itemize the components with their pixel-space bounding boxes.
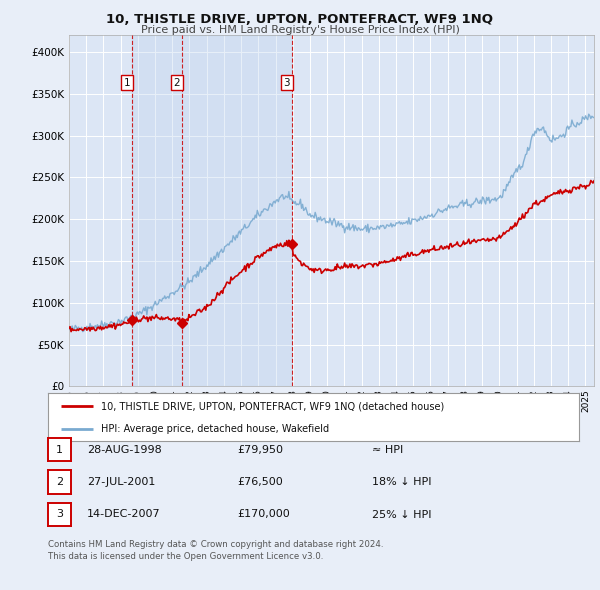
Text: £79,950: £79,950 <box>237 445 283 454</box>
Text: Contains HM Land Registry data © Crown copyright and database right 2024.
This d: Contains HM Land Registry data © Crown c… <box>48 540 383 560</box>
Text: 3: 3 <box>56 510 63 519</box>
Text: HPI: Average price, detached house, Wakefield: HPI: Average price, detached house, Wake… <box>101 424 329 434</box>
Text: 2: 2 <box>173 78 180 88</box>
Text: 27-JUL-2001: 27-JUL-2001 <box>87 477 155 487</box>
Text: 10, THISTLE DRIVE, UPTON, PONTEFRACT, WF9 1NQ (detached house): 10, THISTLE DRIVE, UPTON, PONTEFRACT, WF… <box>101 401 445 411</box>
Text: 1: 1 <box>124 78 130 88</box>
Text: 2: 2 <box>56 477 63 487</box>
Text: 10, THISTLE DRIVE, UPTON, PONTEFRACT, WF9 1NQ: 10, THISTLE DRIVE, UPTON, PONTEFRACT, WF… <box>107 13 493 26</box>
Text: 18% ↓ HPI: 18% ↓ HPI <box>372 477 431 487</box>
Text: ≈ HPI: ≈ HPI <box>372 445 403 454</box>
Text: £76,500: £76,500 <box>237 477 283 487</box>
Text: 25% ↓ HPI: 25% ↓ HPI <box>372 510 431 519</box>
Text: £170,000: £170,000 <box>237 510 290 519</box>
Text: 1: 1 <box>56 445 63 454</box>
Text: 14-DEC-2007: 14-DEC-2007 <box>87 510 161 519</box>
Bar <box>132 35 292 386</box>
Text: Price paid vs. HM Land Registry's House Price Index (HPI): Price paid vs. HM Land Registry's House … <box>140 25 460 35</box>
Text: 3: 3 <box>284 78 290 88</box>
Text: 28-AUG-1998: 28-AUG-1998 <box>87 445 162 454</box>
